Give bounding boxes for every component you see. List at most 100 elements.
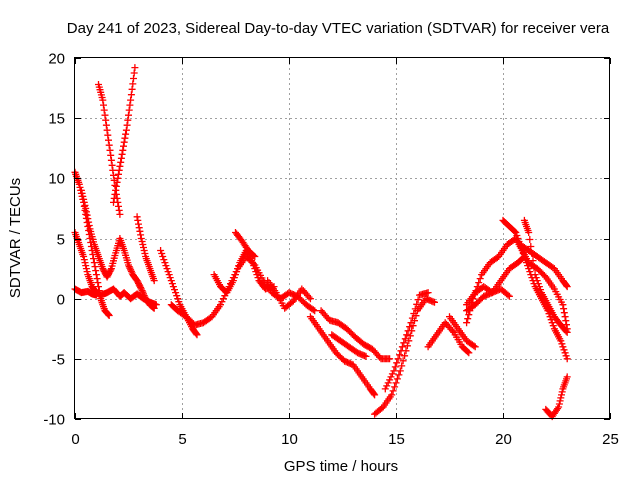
data-point <box>410 310 418 317</box>
data-point <box>80 195 88 203</box>
data-point <box>549 322 557 330</box>
data-point <box>120 138 128 146</box>
data-point <box>250 262 258 270</box>
data-point <box>77 186 85 194</box>
data-point <box>535 283 543 291</box>
chart-title: Day 241 of 2023, Sidereal Day-to-day VTE… <box>67 20 610 37</box>
data-point <box>524 262 532 270</box>
data-point <box>311 307 319 315</box>
data-point <box>232 271 239 279</box>
data-point <box>103 126 111 134</box>
data-point <box>131 64 139 72</box>
data-point <box>511 228 519 235</box>
data-point <box>519 250 527 257</box>
data-point <box>92 291 100 299</box>
data-point <box>396 367 404 375</box>
data-point <box>399 357 407 365</box>
data-point <box>229 277 237 285</box>
data-point <box>102 116 110 124</box>
data-point <box>407 319 415 327</box>
data-point <box>249 259 257 267</box>
data-point <box>392 379 400 387</box>
data-point <box>80 256 88 264</box>
series-track-e <box>95 81 124 218</box>
data-point <box>169 283 177 291</box>
data-point <box>401 352 409 360</box>
data-point <box>388 370 396 378</box>
series-track-g <box>133 213 158 285</box>
data-point <box>251 265 259 273</box>
series-track-y <box>520 216 571 336</box>
data-point <box>158 250 166 257</box>
data-point <box>80 253 88 260</box>
y-tick-label: 5 <box>57 232 65 249</box>
data-point <box>166 274 174 282</box>
data-point <box>250 252 258 259</box>
data-point <box>127 266 135 274</box>
data-point <box>105 312 113 319</box>
data-point <box>560 309 568 317</box>
data-point <box>110 171 117 179</box>
data-point <box>90 259 98 267</box>
data-point <box>554 405 562 413</box>
data-point <box>386 355 394 363</box>
data-point <box>81 259 89 267</box>
data-point <box>113 178 121 186</box>
data-point <box>396 351 404 359</box>
x-tick-label: 25 <box>602 431 619 448</box>
data-point <box>122 126 130 134</box>
data-point <box>112 182 120 190</box>
data-point <box>526 268 534 276</box>
x-tick-label: 10 <box>281 431 298 448</box>
data-point <box>306 295 314 303</box>
data-point <box>84 215 92 223</box>
data-point <box>92 267 100 275</box>
data-point <box>85 218 93 226</box>
data-point <box>533 277 541 285</box>
data-point <box>391 383 399 391</box>
y-tick-label: -10 <box>43 412 65 429</box>
grid <box>75 58 610 419</box>
data-point <box>391 363 399 371</box>
data-point <box>129 80 137 88</box>
data-point <box>513 232 521 239</box>
series-track-n <box>317 307 394 363</box>
data-point <box>505 292 513 300</box>
data-point <box>93 275 101 283</box>
data-point <box>141 250 149 257</box>
data-point <box>388 391 396 399</box>
data-point <box>108 161 116 169</box>
data-point <box>128 85 136 93</box>
data-point <box>127 91 135 99</box>
data-point <box>118 150 126 158</box>
series-track-v <box>463 285 513 315</box>
data-point <box>475 279 483 287</box>
data-point <box>134 216 142 224</box>
data-point <box>127 96 135 104</box>
data-point <box>115 170 122 178</box>
data-point <box>413 300 421 308</box>
data-point <box>135 224 143 232</box>
data-point <box>523 259 530 267</box>
data-point <box>116 162 124 170</box>
data-point <box>398 362 406 370</box>
data-point <box>408 314 416 322</box>
y-axis-label: SDTVAR / TECUs <box>7 178 24 298</box>
series-track-w <box>499 216 571 363</box>
series-track-l <box>264 277 314 312</box>
data-point <box>137 285 145 293</box>
data-point <box>104 310 112 318</box>
data-point <box>463 319 471 327</box>
y-tick-label: 15 <box>48 111 65 128</box>
data-point <box>136 227 144 235</box>
data-point <box>139 241 147 248</box>
data-point <box>100 101 107 109</box>
data-point <box>80 198 88 206</box>
data-point <box>106 146 114 154</box>
data-point <box>83 268 91 276</box>
data-point <box>138 238 146 245</box>
data-point <box>175 298 183 306</box>
data-point <box>115 202 122 210</box>
data-point <box>528 250 536 257</box>
